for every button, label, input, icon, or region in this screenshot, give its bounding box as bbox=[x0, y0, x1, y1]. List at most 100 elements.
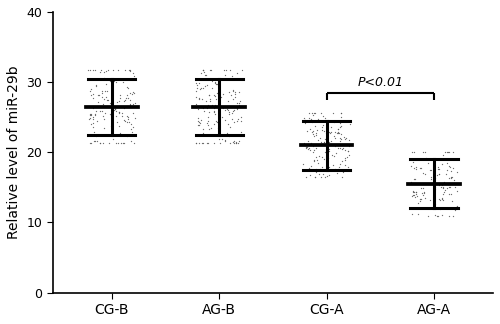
Point bbox=[237, 119, 245, 124]
Point bbox=[102, 68, 110, 74]
Point bbox=[328, 162, 336, 168]
Point bbox=[302, 118, 310, 123]
Point bbox=[100, 96, 108, 101]
Point bbox=[304, 144, 312, 149]
Point bbox=[306, 140, 314, 145]
Point bbox=[335, 165, 343, 170]
Point bbox=[308, 143, 316, 148]
Point bbox=[446, 184, 454, 189]
Point bbox=[194, 116, 202, 121]
Point bbox=[414, 193, 422, 199]
Point bbox=[318, 165, 326, 170]
Point bbox=[92, 83, 100, 88]
Point bbox=[444, 213, 452, 218]
Point bbox=[306, 141, 314, 146]
Point bbox=[89, 105, 97, 110]
Point bbox=[330, 153, 338, 158]
Point bbox=[230, 138, 238, 144]
Point bbox=[86, 141, 94, 146]
Point bbox=[325, 172, 333, 177]
Point bbox=[120, 118, 128, 123]
Point bbox=[207, 68, 215, 73]
Point bbox=[408, 211, 416, 216]
Point bbox=[440, 185, 448, 191]
Point bbox=[110, 68, 118, 73]
Point bbox=[228, 92, 235, 98]
Point bbox=[109, 136, 117, 141]
Point bbox=[99, 102, 107, 107]
Point bbox=[195, 76, 203, 81]
Point bbox=[115, 110, 123, 115]
Point bbox=[339, 145, 347, 151]
Point bbox=[224, 122, 232, 127]
Point bbox=[118, 113, 126, 119]
Point bbox=[410, 188, 418, 193]
Point bbox=[204, 141, 212, 146]
Point bbox=[304, 146, 312, 151]
Point bbox=[450, 184, 458, 190]
Point bbox=[452, 204, 460, 209]
Point bbox=[435, 171, 443, 176]
Point bbox=[231, 90, 239, 95]
Point bbox=[112, 141, 120, 146]
Point bbox=[208, 102, 216, 107]
Point bbox=[454, 188, 462, 193]
Point bbox=[101, 88, 109, 93]
Point bbox=[429, 180, 437, 186]
Point bbox=[120, 105, 128, 110]
Point bbox=[198, 104, 206, 110]
Point bbox=[112, 109, 120, 114]
Point bbox=[211, 80, 219, 85]
Point bbox=[226, 141, 234, 146]
Point bbox=[116, 111, 124, 116]
Point bbox=[338, 146, 346, 152]
Point bbox=[200, 108, 208, 113]
Point bbox=[316, 172, 324, 177]
Point bbox=[213, 120, 221, 125]
Point bbox=[86, 88, 94, 93]
Point bbox=[338, 137, 345, 142]
Point bbox=[310, 148, 318, 153]
Point bbox=[229, 89, 237, 94]
Point bbox=[202, 83, 209, 88]
Point bbox=[412, 189, 420, 194]
Point bbox=[406, 163, 414, 168]
Point bbox=[342, 141, 350, 146]
Point bbox=[433, 172, 441, 177]
Point bbox=[118, 110, 126, 116]
Point bbox=[106, 78, 114, 84]
Point bbox=[86, 112, 94, 117]
Point bbox=[421, 172, 429, 177]
Point bbox=[99, 114, 107, 119]
Point bbox=[333, 170, 341, 176]
Point bbox=[222, 138, 230, 143]
Point bbox=[195, 122, 203, 127]
Point bbox=[322, 136, 330, 142]
Point bbox=[409, 159, 417, 164]
Point bbox=[129, 90, 137, 95]
Point bbox=[434, 164, 442, 169]
Point bbox=[216, 132, 224, 137]
Point bbox=[210, 106, 218, 111]
Point bbox=[199, 68, 207, 73]
Point bbox=[126, 68, 134, 73]
Point bbox=[422, 149, 430, 155]
Point bbox=[116, 131, 124, 136]
Point bbox=[304, 146, 312, 152]
Point bbox=[438, 196, 446, 201]
Point bbox=[324, 167, 332, 172]
Point bbox=[206, 68, 214, 73]
Point bbox=[94, 92, 102, 98]
Point bbox=[449, 149, 457, 155]
Point bbox=[316, 135, 324, 140]
Point bbox=[204, 114, 212, 120]
Point bbox=[416, 196, 424, 202]
Point bbox=[332, 150, 340, 156]
Point bbox=[310, 157, 318, 163]
Point bbox=[409, 192, 417, 198]
Point bbox=[316, 166, 324, 171]
Point bbox=[106, 113, 114, 118]
Point bbox=[330, 133, 338, 138]
Point bbox=[110, 79, 118, 84]
Point bbox=[224, 131, 232, 136]
